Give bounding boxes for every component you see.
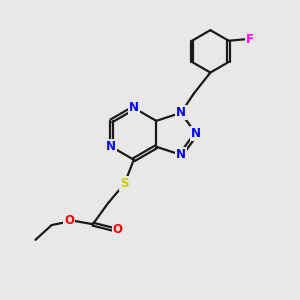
Text: N: N <box>191 127 201 140</box>
Text: O: O <box>112 223 123 236</box>
Text: N: N <box>129 101 139 114</box>
Text: N: N <box>176 148 186 161</box>
Text: S: S <box>120 177 129 190</box>
Text: O: O <box>64 214 74 227</box>
Text: F: F <box>246 33 254 46</box>
Text: N: N <box>106 140 116 153</box>
Text: N: N <box>176 106 186 119</box>
